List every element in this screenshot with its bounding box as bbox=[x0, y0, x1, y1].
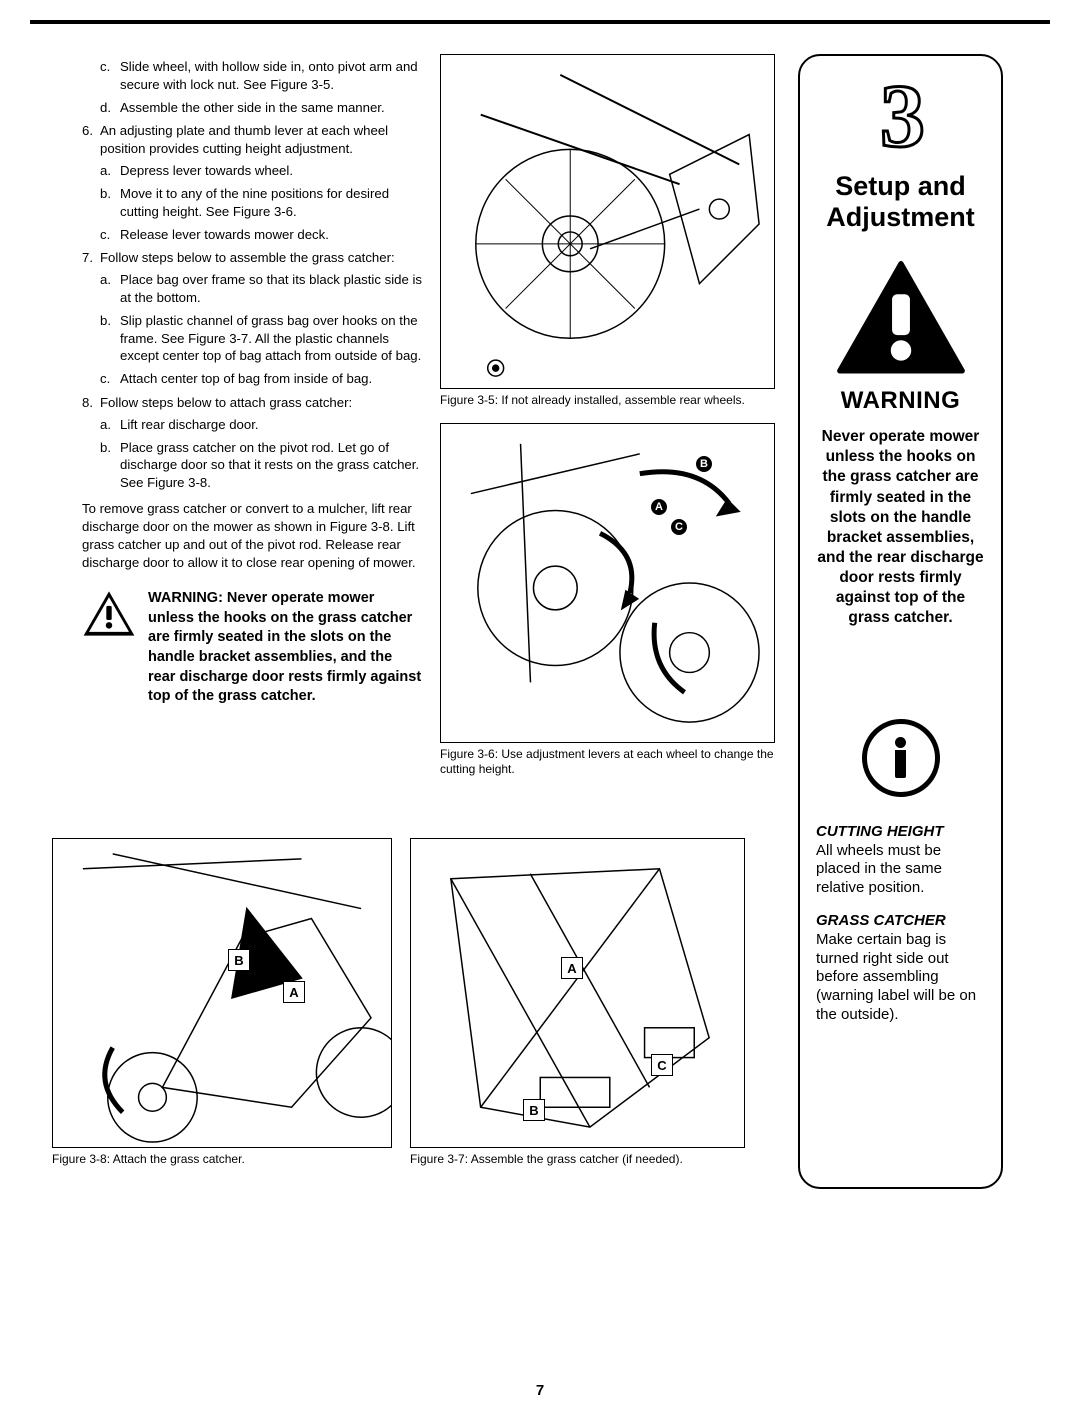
item-text: Slide wheel, with hollow side in, onto p… bbox=[120, 59, 418, 92]
figure-3-7: A B C bbox=[410, 838, 745, 1148]
wheel-assembly-diagram bbox=[441, 55, 774, 388]
sidebar: 3 Setup and Adjustment WARNING Never ope… bbox=[798, 54, 1003, 1189]
sub-item: c.Attach center top of bag from inside o… bbox=[100, 370, 422, 388]
list-item: 7.Follow steps below to assemble the gra… bbox=[82, 249, 422, 388]
item-text: Release lever towards mower deck. bbox=[120, 227, 329, 242]
warning-heading: WARNING bbox=[812, 387, 989, 415]
list-item: 8.Follow steps below to attach grass cat… bbox=[82, 394, 422, 492]
item-text: Slip plastic channel of grass bag over h… bbox=[120, 313, 421, 364]
callout-b: B bbox=[696, 456, 712, 472]
item-text: Follow steps below to attach grass catch… bbox=[100, 395, 352, 410]
instruction-list: c.Slide wheel, with hollow side in, onto… bbox=[82, 58, 422, 492]
bottom-figure-row: A B Figure 3-8: Attach the grass catcher… bbox=[52, 820, 745, 1168]
sub-item: b.Slip plastic channel of grass bag over… bbox=[100, 312, 422, 365]
grass-catcher-text: Make certain bag is turned right side ou… bbox=[812, 931, 989, 1025]
figure-3-8-caption: Figure 3-8: Attach the grass catcher. bbox=[52, 1152, 392, 1168]
grass-catcher-heading: GRASS CATCHER bbox=[812, 912, 989, 929]
cutting-height-heading: CUTTING HEIGHT bbox=[812, 823, 989, 840]
sub-item: b.Place grass catcher on the pivot rod. … bbox=[100, 439, 422, 492]
list-item: 6.An adjusting plate and thumb lever at … bbox=[82, 122, 422, 243]
callout-a: A bbox=[283, 981, 305, 1003]
figure-3-7-caption: Figure 3-7: Assemble the grass catcher (… bbox=[410, 1152, 745, 1168]
item-text: Follow steps below to assemble the grass… bbox=[100, 250, 395, 265]
sub-item: a.Place bag over frame so that its black… bbox=[100, 271, 422, 307]
sub-item: c.Release lever towards mower deck. bbox=[100, 226, 422, 244]
figure-3-8: A B bbox=[52, 838, 392, 1148]
item-text: Move it to any of the nine positions for… bbox=[120, 186, 389, 219]
figure-3-6-caption: Figure 3-6: Use adjustment levers at eac… bbox=[440, 747, 775, 778]
inline-warning-text: WARNING: Never operate mower unless the … bbox=[148, 589, 422, 706]
warning-triangle-icon bbox=[836, 261, 966, 376]
warning-body: Never operate mower unless the hooks on … bbox=[812, 427, 989, 628]
page-number: 7 bbox=[536, 1382, 544, 1399]
callout-c: C bbox=[651, 1054, 673, 1076]
callout-c: C bbox=[671, 519, 687, 535]
item-text: Place bag over frame so that its black p… bbox=[120, 272, 422, 305]
sub-item: c.Slide wheel, with hollow side in, onto… bbox=[100, 58, 422, 94]
callout-a: A bbox=[561, 957, 583, 979]
sub-item: a.Depress lever towards wheel. bbox=[100, 162, 422, 180]
adjustment-lever-diagram bbox=[441, 424, 774, 742]
sub-item: a.Lift rear discharge door. bbox=[100, 416, 422, 434]
item-text: Attach center top of bag from inside of … bbox=[120, 371, 372, 386]
removal-paragraph: To remove grass catcher or convert to a … bbox=[82, 500, 422, 571]
info-icon bbox=[812, 719, 989, 797]
warning-triangle-icon bbox=[82, 589, 136, 639]
inline-warning-block: WARNING: Never operate mower unless the … bbox=[82, 589, 422, 706]
sub-item: b.Move it to any of the nine positions f… bbox=[100, 185, 422, 221]
callout-a: A bbox=[651, 499, 667, 515]
chapter-title: Setup and Adjustment bbox=[812, 171, 989, 233]
figure-3-6: A B C bbox=[440, 423, 775, 743]
assemble-catcher-diagram bbox=[411, 839, 744, 1147]
item-text: Place grass catcher on the pivot rod. Le… bbox=[120, 440, 419, 491]
callout-b: B bbox=[523, 1099, 545, 1121]
item-text: Assemble the other side in the same mann… bbox=[120, 100, 385, 115]
sidebar-box: 3 Setup and Adjustment WARNING Never ope… bbox=[798, 54, 1003, 1189]
cutting-height-text: All wheels must be placed in the same re… bbox=[812, 842, 989, 898]
callout-b: B bbox=[228, 949, 250, 971]
chapter-number: 3 bbox=[812, 76, 989, 157]
attach-catcher-diagram bbox=[53, 839, 391, 1147]
item-text: Depress lever towards wheel. bbox=[120, 163, 293, 178]
item-text: Lift rear discharge door. bbox=[120, 417, 259, 432]
sub-item: d.Assemble the other side in the same ma… bbox=[100, 99, 422, 117]
item-text: An adjusting plate and thumb lever at ea… bbox=[100, 123, 388, 156]
figure-3-5 bbox=[440, 54, 775, 389]
list-item: c.Slide wheel, with hollow side in, onto… bbox=[82, 58, 422, 116]
figure-3-5-caption: Figure 3-5: If not already installed, as… bbox=[440, 393, 775, 409]
